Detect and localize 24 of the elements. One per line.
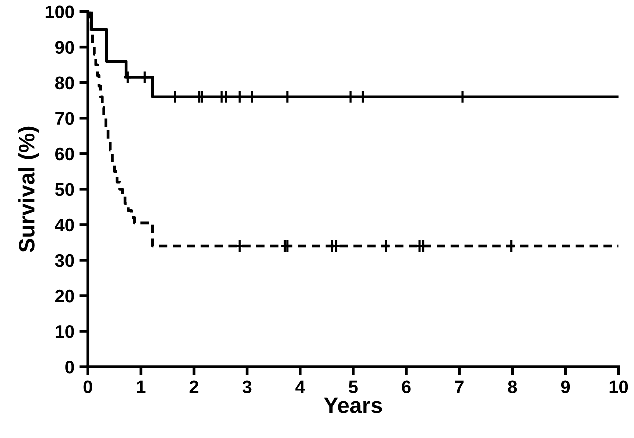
y-tick-label: 70 [56,112,74,126]
x-tick-label: 3 [242,380,252,394]
y-tick-label: 80 [55,76,74,90]
x-tick-label: 4 [296,380,306,394]
x-tick-label: 8 [508,380,518,394]
x-tick-label: 5 [348,380,358,394]
x-tick-label: 2 [190,380,199,394]
y-tick-label: 0 [66,360,74,374]
x-axis-title: Years [324,398,382,414]
y-tick-label: 40 [55,218,74,232]
x-tick-label: 10 [610,380,628,394]
y-tick-label: 10 [56,325,74,338]
y-tick-label: 100 [46,6,74,19]
x-tick-label: 0 [84,380,92,394]
x-tick-label: 6 [402,380,411,394]
y-tick-label: 60 [56,148,74,161]
y-axis-title: Survival (%) [18,126,40,252]
y-tick-label: 50 [55,183,74,196]
y-tick-label: 30 [55,254,74,268]
x-tick-label: 1 [137,380,146,394]
x-tick-label: 9 [561,380,570,394]
y-tick-label: 20 [55,290,74,303]
x-tick-label: 7 [455,380,464,394]
y-tick-label: 90 [55,41,74,54]
